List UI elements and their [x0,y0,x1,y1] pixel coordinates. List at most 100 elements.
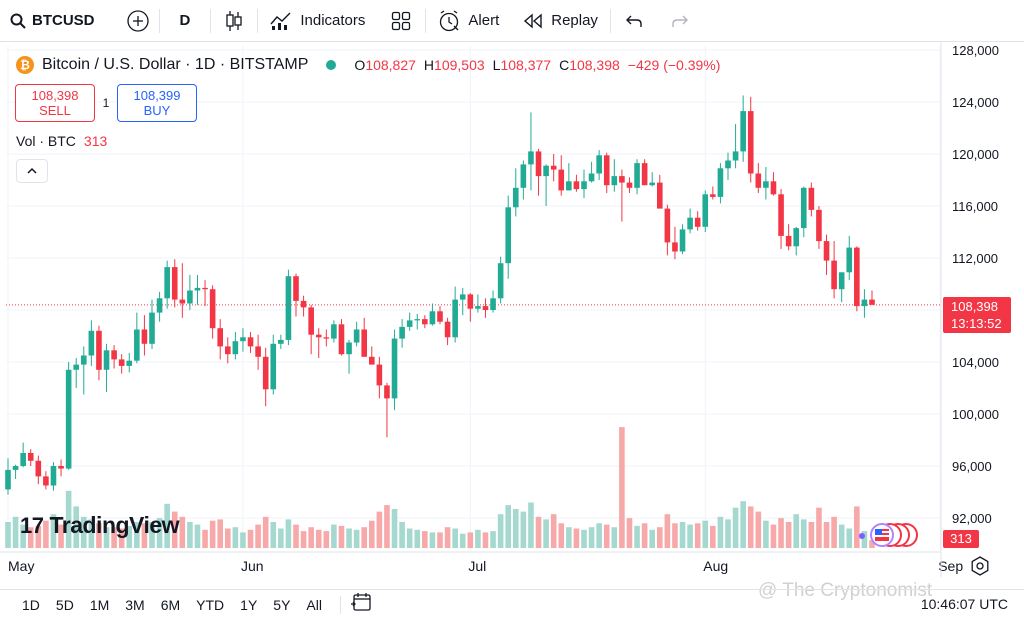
high-value: 109,503 [434,57,485,73]
chart-type-button[interactable] [211,0,257,42]
range-5y[interactable]: 5Y [273,596,291,613]
x-tick-label: Sep [938,558,963,574]
range-1m[interactable]: 1M [89,596,110,613]
candle-body [444,321,451,338]
candle-body [467,294,474,309]
sell-button[interactable]: 108,398 SELL [15,84,95,122]
alert-button[interactable]: Alert [426,0,511,42]
close-value: 108,398 [569,57,620,73]
candle-body [596,155,602,174]
volume-bar [550,514,557,548]
volume-bar [869,540,875,548]
x-tick-label: Jun [241,558,264,574]
candle-body [247,337,254,347]
events-flags[interactable] [858,520,922,550]
market-open-indicator [326,60,337,70]
redo-button[interactable] [657,0,703,42]
range-1y[interactable]: 1Y [240,596,258,613]
volume-bar [194,524,201,548]
toolbar-divider [158,8,160,33]
candle-body [808,187,815,210]
alert-label: Alert [468,12,500,29]
interval-label: D [179,12,191,29]
candle-body [285,276,292,340]
volume-bar [710,525,716,548]
volume-bar [732,507,739,548]
y-tick-label: 92,000 [952,511,992,526]
range-5d[interactable]: 5D [55,596,74,613]
candle-body [293,276,299,301]
volume-bar [543,519,549,548]
range-ytd[interactable]: YTD [196,596,225,613]
indicators-button[interactable]: Indicators [258,0,377,42]
volume-bar [808,522,815,548]
templates-icon [391,11,411,31]
x-tick-label: May [8,558,34,574]
date-range-button[interactable] [350,592,373,617]
volume-bar [619,427,625,548]
candle-body [611,176,618,186]
volume-bar [861,531,868,548]
volume-bar [164,503,170,548]
candle-body [88,330,95,356]
candle-body [566,181,572,191]
tradingview-logo-icon: 17 [20,512,44,538]
buy-price: 108,399 [133,88,181,103]
bottom-divider [339,595,341,614]
volume-bar [12,516,19,548]
candle-body [793,228,800,247]
symbol-search[interactable]: BTCUSD [0,0,105,42]
x-tick-label: Jul [468,558,486,574]
chart-settings-button[interactable] [970,556,992,578]
tradingview-logo-text: TradingView [49,512,180,538]
volume-bar [179,516,186,548]
range-1d[interactable]: 1D [22,596,40,613]
candle-body [376,364,383,386]
utc-clock[interactable]: 10:46:07 UTC [920,596,1008,612]
sell-price: 108,398 [31,88,79,103]
volume-bar [323,531,330,548]
volume-bar [103,527,110,548]
candle-body [187,290,193,304]
volume-bar [467,532,474,548]
candle-body [43,476,49,486]
volume-bar [740,501,746,548]
last-price: 108,398 [951,299,998,314]
candle-body [573,181,580,190]
templates-button[interactable] [377,0,425,42]
candle-body [300,300,307,308]
collapse-legend-button[interactable] [16,159,48,183]
volume-bar [338,525,345,548]
tradingview-logo[interactable]: 17 TradingView [20,512,180,539]
alert-icon [438,9,460,32]
y-tick-label: 120,000 [952,147,999,162]
interval-button[interactable]: D [160,0,211,42]
volume-bar [80,516,87,548]
volume-legend[interactable]: Vol · BTC 313 [16,133,107,149]
volume-bar [202,529,208,548]
series-title[interactable]: Bitcoin / U.S. Dollar · 1D · BITSTAMP [42,56,309,73]
calendar-range-icon [350,592,373,617]
candle-body [27,453,34,461]
range-6m[interactable]: 6M [160,596,181,613]
range-3m[interactable]: 3M [125,596,145,613]
y-tick-label: 104,000 [952,355,999,370]
price-chart[interactable]: 92,00096,000100,000104,000108,000112,000… [0,42,1024,577]
undo-button[interactable] [611,0,657,42]
volume-bar [88,519,95,548]
volume-bar [376,511,383,548]
volume-bar [255,524,261,548]
buy-button[interactable]: 108,399 BUY [117,84,197,122]
chart-pane[interactable]: 92,00096,000100,000104,000108,000112,000… [0,42,1024,577]
replay-button[interactable]: Replay [511,0,610,42]
compare-button[interactable] [117,0,159,42]
candle-body [384,385,390,399]
low-label: L [492,57,501,73]
candle-body [664,208,671,243]
volume-bar [778,518,784,548]
volume-bar [528,502,534,548]
volume-bar [391,509,398,548]
volume-bar [368,520,375,548]
candle-body [73,364,80,370]
range-all[interactable]: All [306,596,322,613]
